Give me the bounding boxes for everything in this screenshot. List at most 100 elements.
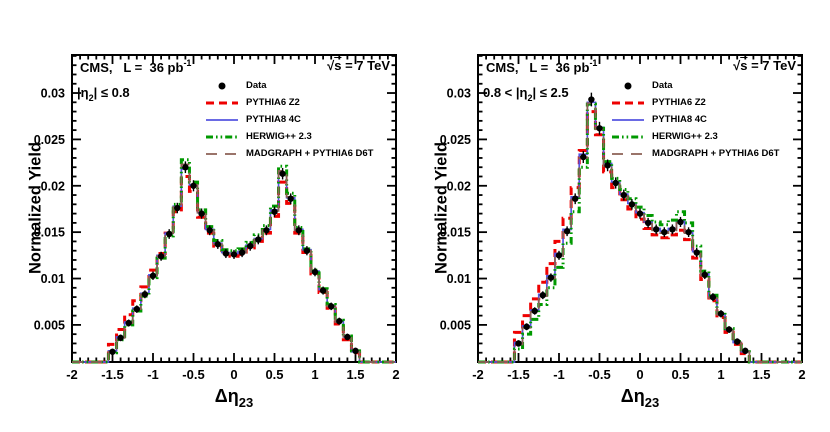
legend-item-pythia6-z2: PYTHIA6 Z2 xyxy=(611,94,779,111)
data-point xyxy=(133,305,140,313)
x-tick-label: 1 xyxy=(311,367,318,382)
x-tick-label: 0.5 xyxy=(671,367,689,382)
data-point xyxy=(596,125,603,132)
data-point xyxy=(352,347,359,355)
energy-label: √s = 7 TeV xyxy=(327,58,390,73)
x-tick-label: -2 xyxy=(66,367,78,382)
data-point xyxy=(336,317,343,325)
legend-label: PYTHIA6 Z2 xyxy=(246,97,300,108)
x-tick-label: -0.5 xyxy=(588,367,610,382)
x-tick-label: -1.5 xyxy=(507,367,529,382)
data-point xyxy=(238,249,246,256)
data-point xyxy=(693,249,700,256)
series-pythia8-4c xyxy=(72,168,396,363)
line-swatch-icon xyxy=(206,118,238,121)
data-point xyxy=(344,333,351,341)
data-point xyxy=(563,228,571,235)
series-pythia6-z2 xyxy=(478,110,802,364)
data-point xyxy=(717,310,725,317)
data-point xyxy=(644,219,652,227)
data-point xyxy=(725,326,733,333)
data-point xyxy=(222,250,230,257)
data-point xyxy=(311,268,319,276)
data-point xyxy=(271,208,278,215)
y-tick-label: 0.005 xyxy=(34,318,65,332)
line-swatch-icon xyxy=(612,152,644,155)
data-point xyxy=(109,348,116,355)
legend-item-data: Data xyxy=(205,77,373,94)
y-tick-label: 0.015 xyxy=(34,226,65,240)
y-tick-label: 0.025 xyxy=(34,133,65,147)
y-tick-label: 0.03 xyxy=(41,87,65,101)
line-swatch-icon xyxy=(612,118,644,121)
y-axis-title: Normalized Yield xyxy=(432,141,451,275)
y-axis-title: Normalized Yield xyxy=(26,141,45,275)
line-swatch-icon xyxy=(206,152,238,155)
legend-item-pythia6-z2: PYTHIA6 Z2 xyxy=(205,94,373,111)
legend-label: PYTHIA8 4C xyxy=(246,114,301,125)
x-axis-title: Δη23 xyxy=(620,386,660,410)
legend-label: Data xyxy=(652,80,673,91)
eta-region-label: 0.8 < |η2| ≤ 2.5 xyxy=(483,85,569,103)
y-tick-label: 0.02 xyxy=(41,179,65,193)
data-point xyxy=(669,226,676,233)
data-marker-icon xyxy=(218,82,226,89)
x-tick-label: -1.5 xyxy=(101,367,123,382)
legend-item-herwig-2-3: HERWIG++ 2.3 xyxy=(611,128,779,145)
series-madgraph-pythia6-d6t xyxy=(72,163,396,363)
legend-label: MADGRAPH + PYTHIA6 D6T xyxy=(652,148,780,159)
data-point xyxy=(547,274,555,281)
line-swatch-icon xyxy=(612,101,644,104)
data-point xyxy=(628,201,636,208)
line-swatch-icon xyxy=(612,135,644,138)
plot-area-left: -2 -1.5 -1 -0.5 0 0.5 1 1.5 2 0.005 0.01 0.015 0.02 0… xyxy=(34,54,400,382)
data-point xyxy=(612,179,619,187)
data-point xyxy=(515,340,522,347)
data-marker-icon xyxy=(624,82,632,89)
legend: Data PYTHIA6 Z2 PYTHIA8 4C HERWIG++ 2.3 MADG… xyxy=(611,77,779,162)
legend-item-madgraph-pythia6-d6t: MADGRAPH + PYTHIA6 D6T xyxy=(611,145,779,162)
line-swatch-icon xyxy=(206,101,238,104)
legend-label: PYTHIA8 4C xyxy=(652,114,707,125)
data-point xyxy=(149,272,157,279)
data-point xyxy=(677,218,684,226)
x-tick-label: -0.5 xyxy=(182,367,204,382)
x-tick-label: 1.5 xyxy=(752,367,770,382)
y-tick-label: 0.025 xyxy=(440,133,471,147)
legend-item-herwig-2-3: HERWIG++ 2.3 xyxy=(205,128,373,145)
data-point xyxy=(157,253,165,260)
legend-label: PYTHIA6 Z2 xyxy=(652,97,706,108)
data-point xyxy=(174,204,181,212)
data-point xyxy=(709,293,717,301)
data-point xyxy=(319,287,327,294)
data-point xyxy=(279,170,286,177)
y-tick-label: 0.02 xyxy=(447,179,471,193)
data-point xyxy=(287,195,294,202)
series-pythia6-z2 xyxy=(72,175,396,364)
legend: Data PYTHIA6 Z2 PYTHIA8 4C HERWIG++ 2.3 MADG… xyxy=(205,77,373,162)
x-tick-label: 0 xyxy=(636,367,643,382)
data-point xyxy=(182,164,189,171)
data-point xyxy=(685,228,692,236)
legend-item-madgraph-pythia6-d6t: MADGRAPH + PYTHIA6 D6T xyxy=(205,145,373,162)
plot-area-right: -2 -1.5 -1 -0.5 0 0.5 1 1.5 2 0.005 0.01 0.015 0.02 0… xyxy=(440,54,806,382)
y-tick-label: 0.01 xyxy=(41,272,65,286)
data-point xyxy=(247,242,254,250)
x-tick-label: -1 xyxy=(147,367,159,382)
x-axis-title: Δη23 xyxy=(214,386,254,410)
data-point xyxy=(214,241,221,248)
data-point xyxy=(230,251,238,258)
data-point xyxy=(734,338,741,345)
legend-label: HERWIG++ 2.3 xyxy=(246,131,312,142)
y-tick-label: 0.01 xyxy=(447,272,471,286)
data-point xyxy=(742,347,749,355)
x-tick-label: 2 xyxy=(798,367,805,382)
data-point xyxy=(117,334,124,342)
data-point xyxy=(263,227,270,234)
y-tick-label: 0.015 xyxy=(440,226,471,240)
plot-panel-left: -2 -1.5 -1 -0.5 0 0.5 1 1.5 2 0.005 0.01 0.015 0.02 0… xyxy=(26,54,400,410)
x-tick-label: -2 xyxy=(472,367,484,382)
x-tick-label: -1 xyxy=(553,367,565,382)
data-point xyxy=(572,195,579,202)
